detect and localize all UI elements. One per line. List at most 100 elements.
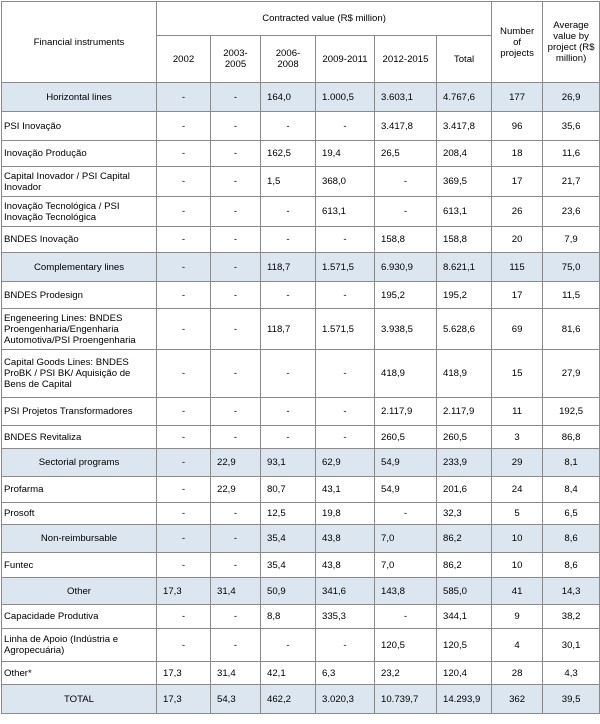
period-header: 2002: [156, 35, 211, 83]
value-cell: -: [315, 425, 375, 449]
value-cell: -: [156, 308, 211, 350]
period-header: 2009-2011: [315, 35, 375, 83]
table-row: Prosoft - -12,5 19,8-32,3 5 6,5: [1, 502, 600, 525]
value-cell: 120,5: [435, 628, 493, 662]
value-cell: 19,8: [315, 502, 375, 525]
value-cell: 260,5: [374, 425, 437, 449]
value-cell: -: [210, 281, 261, 309]
value-cell: 35,4: [260, 524, 316, 553]
value-cell: 42,1: [260, 661, 316, 685]
period-header: 2006- 2008: [260, 35, 316, 83]
value-cell: 368,0: [315, 166, 375, 197]
value-cell: 3.603,1: [374, 82, 437, 112]
value-cell: -: [260, 111, 316, 141]
table-row: Inovação Tecnológica / PSI Inovação Tecn…: [1, 196, 600, 227]
value-cell: -: [156, 628, 211, 662]
average-cell: 27,9: [542, 349, 600, 398]
value-cell: -: [210, 628, 261, 662]
instrument-name: Inovação Tecnológica / PSI Inovação Tecn…: [1, 196, 157, 227]
projects-cell: 3: [491, 425, 544, 449]
value-cell: -: [156, 502, 211, 525]
average-cell: 8,4: [542, 476, 600, 503]
value-cell: 14.293,9: [435, 684, 493, 714]
period-header: 2012-2015: [374, 35, 437, 83]
total-row: TOTAL 17,3 54,3 462,2 3.020,3 10.739,7 14.293,…: [1, 684, 600, 714]
average-cell: 8,6: [542, 524, 600, 553]
value-cell: 5.628,6: [435, 308, 493, 350]
instrument-name: Funtec: [1, 552, 157, 578]
value-cell: -: [210, 502, 261, 525]
category-row: Complementary lines - -118,7 1.571,5 6.930,9…: [1, 252, 600, 282]
value-cell: -: [210, 524, 261, 553]
table-row: BNDES Prodesign - - - -195,2 195,2 17 11,5: [1, 281, 600, 309]
value-cell: -: [210, 308, 261, 350]
value-cell: -: [315, 397, 375, 426]
value-cell: -: [156, 552, 211, 578]
value-cell: -: [260, 196, 316, 227]
value-cell: -: [210, 604, 261, 629]
value-cell: 118,7: [260, 252, 316, 282]
average-cell: 86,8: [542, 425, 600, 449]
average-cell: 11,6: [542, 140, 600, 167]
table-row: PSI Projetos Transformadores - - - -2.117,9 2…: [1, 397, 600, 426]
value-cell: -: [260, 397, 316, 426]
value-cell: 3.938,5: [374, 308, 437, 350]
value-cell: 1,5: [260, 166, 316, 197]
projects-cell: 11: [491, 397, 544, 426]
instrument-name: Horizontal lines: [1, 82, 157, 112]
value-cell: -: [315, 281, 375, 309]
value-cell: 120,5: [374, 628, 437, 662]
instrument-name: BNDES Revitaliza: [1, 425, 157, 449]
value-cell: 164,0: [260, 82, 316, 112]
projects-cell: 26: [491, 196, 544, 227]
value-cell: 120,4: [435, 661, 493, 685]
projects-cell: 28: [491, 661, 544, 685]
value-cell: -: [374, 166, 437, 197]
value-cell: 26,5: [374, 140, 437, 167]
value-cell: 162,5: [260, 140, 316, 167]
value-cell: 233,9: [435, 448, 493, 477]
value-cell: -: [210, 349, 261, 398]
value-cell: 32,3: [435, 502, 493, 525]
value-cell: 54,9: [374, 448, 437, 477]
value-cell: -: [156, 448, 211, 477]
instrument-name: Engeneering Lines: BNDES Proengenharia/E…: [1, 308, 157, 350]
value-cell: 50,9: [260, 577, 316, 605]
value-cell: -: [315, 628, 375, 662]
value-cell: 86,2: [435, 552, 493, 578]
projects-cell: 4: [491, 628, 544, 662]
value-cell: -: [210, 252, 261, 282]
instrument-name: Prosoft: [1, 502, 157, 525]
average-header: Average value by project (R$ million): [542, 1, 600, 83]
value-cell: 8,8: [260, 604, 316, 629]
value-cell: 143,8: [374, 577, 437, 605]
value-cell: 195,2: [374, 281, 437, 309]
value-cell: 54,9: [374, 476, 437, 503]
period-header: 2003- 2005: [210, 35, 261, 83]
table-row: BNDES Inovação - - - -158,8 158,8 20 7,9: [1, 226, 600, 253]
instruments-header: Financial instruments: [1, 1, 157, 83]
value-cell: -: [210, 140, 261, 167]
average-cell: 39,5: [542, 684, 600, 714]
average-cell: 7,9: [542, 226, 600, 253]
value-cell: 17,3: [156, 684, 211, 714]
header-row-periods: 2002 2003- 2005 2006- 2008 2009-2011 2012-20…: [2, 35, 600, 83]
average-cell: 11,5: [542, 281, 600, 309]
value-cell: 54,3: [210, 684, 261, 714]
value-cell: 1.000,5: [315, 82, 375, 112]
average-cell: 26,9: [542, 82, 600, 112]
average-cell: 75,0: [542, 252, 600, 282]
value-cell: 585,0: [435, 577, 493, 605]
instrument-name: Sectorial programs: [1, 448, 157, 477]
value-cell: -: [156, 226, 211, 253]
projects-header: Number of projects: [491, 1, 544, 83]
value-cell: 43,1: [315, 476, 375, 503]
instrument-name: Profarma: [1, 476, 157, 503]
projects-cell: 5: [491, 502, 544, 525]
projects-cell: 10: [491, 552, 544, 578]
projects-cell: 18: [491, 140, 544, 167]
value-cell: 10.739,7: [374, 684, 437, 714]
value-cell: -: [260, 349, 316, 398]
value-cell: 2.117,9: [374, 397, 437, 426]
table-row: Inovação Produção - -162,5 19,4 26,5 208,4 18 1…: [1, 140, 600, 167]
